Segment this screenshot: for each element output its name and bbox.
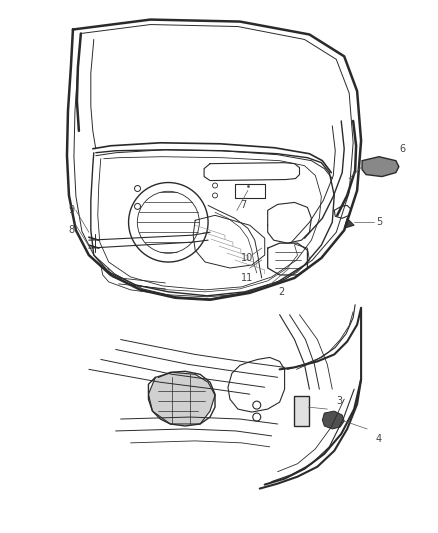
- FancyBboxPatch shape: [293, 396, 309, 426]
- Polygon shape: [148, 373, 215, 424]
- Polygon shape: [362, 157, 399, 176]
- Text: 7: 7: [240, 200, 246, 211]
- Text: 5: 5: [376, 217, 382, 227]
- Text: 6: 6: [400, 144, 406, 154]
- Text: 10: 10: [241, 253, 253, 263]
- Text: 3: 3: [336, 396, 342, 406]
- Text: 2: 2: [279, 287, 285, 297]
- Polygon shape: [344, 219, 354, 228]
- Polygon shape: [322, 411, 344, 429]
- Text: 9: 9: [68, 205, 74, 215]
- Text: 11: 11: [241, 273, 253, 283]
- Text: 4: 4: [376, 434, 382, 444]
- Text: 8: 8: [68, 225, 74, 235]
